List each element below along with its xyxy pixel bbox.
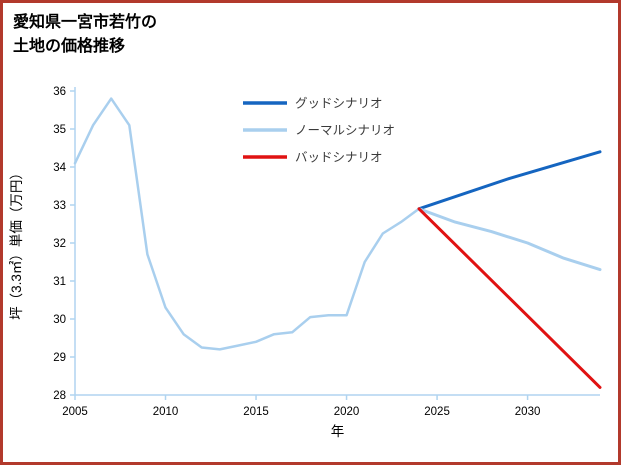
chart-title-line1: 愛知県一宮市若竹の xyxy=(13,14,158,31)
x-tick-label: 2025 xyxy=(424,406,450,418)
y-tick-label: 31 xyxy=(53,276,66,288)
y-tick-label: 36 xyxy=(53,86,66,98)
series-グッドシナリオ xyxy=(417,150,602,211)
x-tick-label: 2020 xyxy=(334,406,360,418)
series-実績 xyxy=(73,97,421,351)
y-tick-label: 34 xyxy=(53,162,66,174)
legend-label-バッドシナリオ: バッドシナリオ xyxy=(295,151,383,165)
y-tick-label: 29 xyxy=(53,352,66,364)
land-price-line-chart: 2005 2010 2015 2020 2025 2030 28 29 30 31 32 33 34 35… xyxy=(9,86,602,439)
series-バッドシナリオ xyxy=(417,207,602,389)
y-tick-label: 32 xyxy=(53,238,66,250)
y-tick-label: 35 xyxy=(53,124,66,136)
x-tick-label: 2010 xyxy=(153,406,179,418)
x-axis-label: 年 xyxy=(331,424,345,439)
y-tick-label: 30 xyxy=(53,314,66,326)
legend-label-ノーマルシナリオ: ノーマルシナリオ xyxy=(295,124,395,138)
x-tick-label: 2030 xyxy=(515,406,541,418)
legend-label-グッドシナリオ: グッドシナリオ xyxy=(295,97,383,111)
x-tick-label: 2015 xyxy=(243,406,269,418)
chart-title: 愛知県一宮市若竹の 土地の価格推移 xyxy=(13,11,157,59)
y-tick-label: 28 xyxy=(53,390,66,402)
series-ノーマルシナリオ xyxy=(417,207,602,272)
x-tick-label: 2005 xyxy=(62,406,88,418)
y-tick-label: 33 xyxy=(53,200,66,212)
chart-title-line2: 土地の価格推移 xyxy=(13,38,126,55)
y-axis-label: 坪（3.3㎡）単価（万円） xyxy=(9,166,24,320)
